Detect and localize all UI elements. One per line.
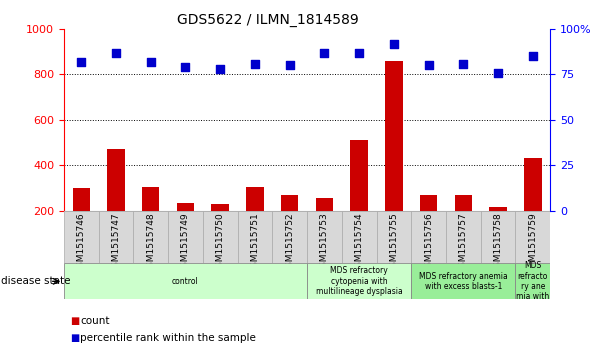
Text: ■: ■ xyxy=(70,316,79,326)
Bar xyxy=(376,211,411,263)
Bar xyxy=(168,211,203,263)
Bar xyxy=(481,211,516,263)
Bar xyxy=(72,188,90,256)
Bar xyxy=(133,211,168,263)
Text: ■: ■ xyxy=(70,333,79,343)
Text: count: count xyxy=(80,316,110,326)
Text: MDS refractory anemia
with excess blasts-1: MDS refractory anemia with excess blasts… xyxy=(419,272,508,291)
Bar xyxy=(516,263,550,299)
Text: GSM1515750: GSM1515750 xyxy=(216,212,225,273)
Title: GDS5622 / ILMN_1814589: GDS5622 / ILMN_1814589 xyxy=(178,13,359,26)
Text: GSM1515747: GSM1515747 xyxy=(111,212,120,273)
Point xyxy=(181,64,190,70)
Bar xyxy=(238,211,272,263)
Text: GSM1515752: GSM1515752 xyxy=(285,212,294,273)
Text: GSM1515754: GSM1515754 xyxy=(354,212,364,273)
Bar xyxy=(455,195,472,256)
Point xyxy=(493,70,503,76)
Bar xyxy=(342,211,376,263)
Bar xyxy=(446,211,481,263)
Text: MDS refractory
cytopenia with
multilineage dysplasia: MDS refractory cytopenia with multilinea… xyxy=(316,266,402,296)
Text: GSM1515753: GSM1515753 xyxy=(320,212,329,273)
Text: GSM1515751: GSM1515751 xyxy=(250,212,260,273)
Bar xyxy=(64,263,307,299)
Text: GSM1515746: GSM1515746 xyxy=(77,212,86,273)
Text: GSM1515748: GSM1515748 xyxy=(146,212,155,273)
Bar xyxy=(307,211,342,263)
Bar xyxy=(411,263,516,299)
Text: control: control xyxy=(172,277,199,286)
Bar xyxy=(281,195,299,256)
Point xyxy=(354,50,364,56)
Point xyxy=(528,53,537,59)
Bar xyxy=(177,203,194,256)
Bar xyxy=(98,211,133,263)
Text: GSM1515758: GSM1515758 xyxy=(494,212,503,273)
Point xyxy=(320,50,330,56)
Bar xyxy=(246,187,264,256)
Point xyxy=(111,50,121,56)
Point xyxy=(146,59,156,65)
Bar xyxy=(316,198,333,256)
Bar xyxy=(516,211,550,263)
Bar xyxy=(212,204,229,256)
Bar xyxy=(272,211,307,263)
Text: GSM1515749: GSM1515749 xyxy=(181,212,190,273)
Point xyxy=(77,59,86,65)
Bar xyxy=(385,61,402,256)
Text: percentile rank within the sample: percentile rank within the sample xyxy=(80,333,256,343)
Bar xyxy=(107,149,125,256)
Bar xyxy=(142,187,159,256)
Bar xyxy=(350,140,368,256)
Bar xyxy=(64,211,98,263)
Point xyxy=(458,61,468,66)
Point xyxy=(250,61,260,66)
Text: GSM1515757: GSM1515757 xyxy=(459,212,468,273)
Text: MDS
refracto
ry ane
mia with: MDS refracto ry ane mia with xyxy=(516,261,550,301)
Bar xyxy=(420,195,437,256)
Text: GSM1515755: GSM1515755 xyxy=(389,212,398,273)
Bar xyxy=(203,211,238,263)
Point xyxy=(285,62,294,68)
Text: GSM1515759: GSM1515759 xyxy=(528,212,537,273)
Bar xyxy=(524,158,542,256)
Text: disease state: disease state xyxy=(1,276,70,286)
Point xyxy=(424,62,434,68)
Bar xyxy=(307,263,411,299)
Bar xyxy=(411,211,446,263)
Bar xyxy=(489,207,507,256)
Text: GSM1515756: GSM1515756 xyxy=(424,212,433,273)
Point xyxy=(215,66,225,72)
Point xyxy=(389,41,399,46)
